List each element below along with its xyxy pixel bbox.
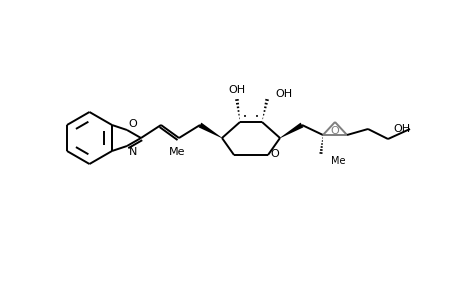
Text: •: • bbox=[254, 114, 258, 120]
Text: O: O bbox=[270, 149, 279, 159]
Text: OH: OH bbox=[228, 85, 245, 95]
Text: O: O bbox=[330, 126, 339, 136]
Text: Me: Me bbox=[330, 156, 345, 166]
Text: N: N bbox=[129, 147, 137, 157]
Text: •: • bbox=[242, 114, 246, 120]
Text: O: O bbox=[129, 119, 137, 129]
Text: Me: Me bbox=[168, 147, 185, 157]
Polygon shape bbox=[279, 123, 303, 138]
Text: OH: OH bbox=[392, 124, 410, 134]
Polygon shape bbox=[198, 123, 222, 138]
Text: OH: OH bbox=[275, 89, 292, 99]
